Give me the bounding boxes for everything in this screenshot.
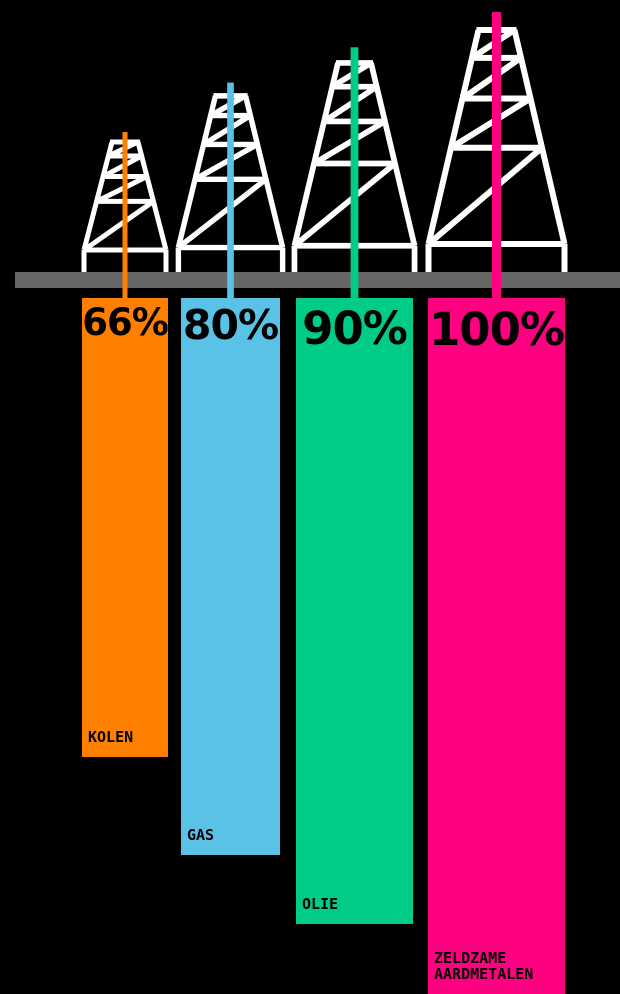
- bar: 100% ZELDZAME AARDMETALEN: [428, 298, 565, 994]
- pipes-layer: [122, 12, 501, 301]
- bar-value-label: 100%: [428, 303, 565, 356]
- tower-brace: [449, 95, 533, 151]
- bar: 66% KOLEN: [82, 298, 168, 758]
- tower-side: [135, 141, 169, 251]
- bar-category-label-line: KOLEN: [88, 728, 134, 747]
- tower-brace: [202, 113, 252, 147]
- tower-brace: [101, 153, 143, 179]
- tower-side: [81, 141, 115, 251]
- drill-pipe: [227, 82, 234, 301]
- tower-side: [175, 95, 219, 249]
- ground-strip: [15, 272, 620, 288]
- bar-category-label-line: GAS: [187, 825, 215, 844]
- tower-side: [291, 62, 341, 247]
- bar-category-label-line: OLIE: [302, 895, 339, 914]
- tower-brace: [193, 142, 259, 182]
- bar-category-label: GAS: [187, 827, 276, 843]
- tower-brace: [460, 55, 523, 101]
- drill-pipe: [492, 12, 501, 300]
- bar-category-label: ZELDZAME AARDMETALEN: [434, 950, 561, 982]
- bar-value-label: 80%: [182, 301, 279, 350]
- bar: 80% GAS: [181, 298, 280, 855]
- tower-brace: [176, 177, 268, 250]
- bar-category-label: OLIE: [302, 896, 409, 912]
- tower-brace: [95, 174, 149, 204]
- tower-brace: [322, 84, 379, 124]
- drill-pipe: [122, 132, 128, 300]
- tower-side: [368, 62, 418, 247]
- tower-side: [511, 29, 568, 245]
- tower-brace: [82, 199, 155, 253]
- ground-layer: [15, 272, 620, 288]
- bar-value-label: 90%: [302, 302, 408, 356]
- bar-value-label: 66%: [82, 301, 168, 344]
- bar-category-label: KOLEN: [88, 729, 164, 745]
- bar: 90% OLIE: [296, 298, 413, 925]
- bar-category-label-line: ZELDZAME: [434, 949, 507, 967]
- tower-brace: [426, 145, 544, 247]
- tower-brace: [292, 161, 397, 248]
- drill-pipe: [350, 47, 359, 301]
- tower-side: [242, 95, 286, 249]
- tower-brace: [312, 118, 387, 166]
- bar-category-label-line: AARDMETALEN: [434, 965, 534, 983]
- tower-side: [425, 29, 482, 245]
